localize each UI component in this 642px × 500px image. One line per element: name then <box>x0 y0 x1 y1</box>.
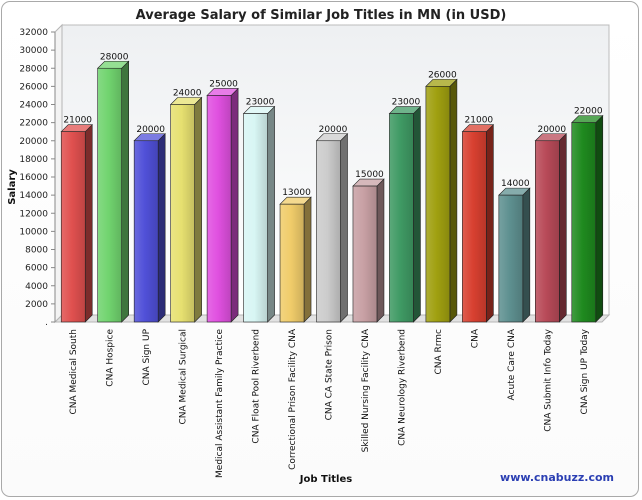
y-tick-label: 8000 <box>25 246 48 256</box>
data-label: 28000 <box>100 52 129 62</box>
y-tick-label: 6000 <box>25 264 48 274</box>
data-label: 21000 <box>63 116 92 126</box>
y-tick-label: 2000 <box>25 300 48 310</box>
x-tick-label: Medical Assistant Family Practice <box>215 329 225 478</box>
data-label: 21000 <box>465 116 494 126</box>
data-label: 15000 <box>355 170 384 180</box>
y-tick-label: 12000 <box>19 209 48 219</box>
bar-front <box>316 140 341 323</box>
x-tick-label: Acute Care CNA <box>507 328 517 400</box>
bar <box>571 114 604 323</box>
bar-front <box>170 104 195 323</box>
x-axis-label: Job Titles <box>299 474 352 485</box>
bar <box>279 196 312 323</box>
bar-front <box>498 194 524 323</box>
bar-front <box>389 113 414 323</box>
bar-side <box>522 187 531 323</box>
bar-side <box>486 123 494 323</box>
y-tick-label: 20000 <box>19 137 48 147</box>
bar <box>206 87 239 323</box>
bar-front <box>243 113 268 323</box>
bar <box>169 96 203 323</box>
data-label: 26000 <box>428 70 457 80</box>
x-tick-label: CNA Hospice <box>106 329 116 387</box>
bar-side <box>595 114 604 323</box>
bar-side <box>340 133 348 323</box>
x-tick-label: CNA Neurology Riverbend <box>397 329 407 446</box>
x-tick-label: CNA Submit Info Today <box>543 328 553 431</box>
watermark: www.cnabuzz.com <box>500 471 614 484</box>
x-tick-label: CNA Medical South <box>69 329 79 415</box>
y-tick-label: 26000 <box>19 82 48 92</box>
y-tick-label: . <box>45 318 48 328</box>
bar-front <box>133 140 159 323</box>
bar-front <box>462 131 487 323</box>
bar-side <box>194 96 202 323</box>
data-label: 20000 <box>537 125 566 135</box>
data-label: 22000 <box>574 107 603 117</box>
bar-front <box>534 140 560 323</box>
bar-side <box>230 87 239 323</box>
y-tick-label: 32000 <box>19 28 48 38</box>
bar <box>534 133 568 323</box>
y-tick-label: 14000 <box>19 191 48 201</box>
y-tick-label: 4000 <box>25 282 48 292</box>
bar <box>60 123 93 323</box>
bar-front <box>425 86 451 323</box>
chart-title: Average Salary of Similar Job Titles in … <box>136 8 507 23</box>
bar-side <box>157 133 166 323</box>
data-label: 24000 <box>173 89 202 99</box>
bar-side <box>84 123 93 323</box>
x-tick-label: CNA Medical Surgical <box>179 329 189 425</box>
y-tick-label: 28000 <box>19 64 48 74</box>
x-tick-label: CNA Sign UP <box>142 328 152 385</box>
bar <box>352 178 385 323</box>
bar-front <box>279 203 305 323</box>
data-label: 23000 <box>392 98 421 108</box>
bar <box>315 133 349 323</box>
bar <box>425 78 458 323</box>
x-tick-label: CNA CA State Prison <box>325 329 335 420</box>
data-label: 23000 <box>246 98 275 108</box>
data-label: 13000 <box>282 188 311 198</box>
bar-side <box>267 105 275 323</box>
x-tick-label: CNA Rrmc <box>434 329 444 375</box>
bar-side <box>376 178 385 323</box>
bar <box>242 105 276 323</box>
bar <box>461 123 495 323</box>
bar-front <box>352 185 378 323</box>
plot-area: . 2000 4000 6000 8000 10000 12000 14000 16000 180… <box>19 23 611 478</box>
data-label: 20000 <box>136 125 165 135</box>
y-tick-label: 16000 <box>19 173 48 183</box>
y-tick-label: 24000 <box>19 101 48 111</box>
y-tick-label: 18000 <box>19 155 48 165</box>
bar-front <box>206 95 232 323</box>
bar <box>388 105 422 323</box>
bar-front <box>60 131 86 323</box>
data-label: 14000 <box>501 179 530 189</box>
data-label: 25000 <box>209 79 238 89</box>
bar-side <box>303 196 312 323</box>
y-axis-label: Salary <box>7 169 18 205</box>
bar-front <box>97 67 122 323</box>
y-tick-label: 10000 <box>19 227 48 237</box>
y-tick-label: 22000 <box>19 119 48 129</box>
bar-front <box>571 122 597 323</box>
bar <box>96 60 130 323</box>
bar-side <box>449 78 458 323</box>
x-tick-label: CNA Float Pool Riverbend <box>252 329 262 444</box>
x-tick-label: CNA Sign UP Today <box>580 328 590 414</box>
bar-side <box>558 133 567 323</box>
bar <box>498 187 531 323</box>
data-label: 20000 <box>319 125 348 135</box>
x-tick-label: Skilled Nursing Facility CNA <box>361 328 371 452</box>
bar-side <box>413 105 421 323</box>
bar <box>133 133 166 323</box>
x-tick-label: Correctional Prison Facility CNA <box>288 328 298 470</box>
x-tick-label: CNA <box>470 328 480 348</box>
y-tick-label: 30000 <box>19 46 48 56</box>
bar-side <box>121 60 129 323</box>
